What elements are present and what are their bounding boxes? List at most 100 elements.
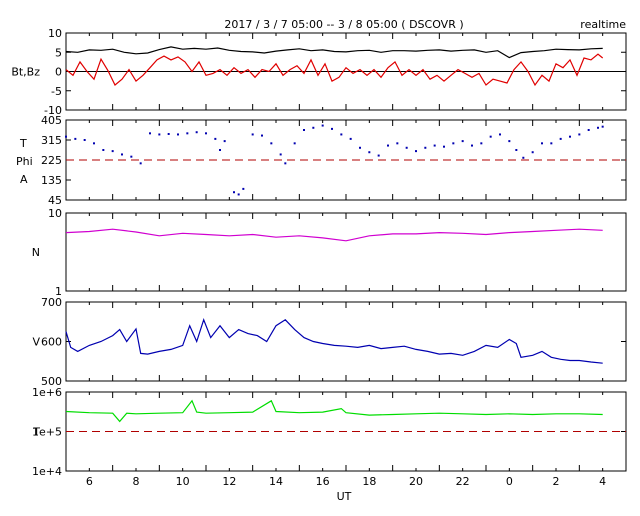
data-point-phi — [214, 137, 217, 140]
data-point-phi — [415, 150, 417, 153]
y-tick-label: 225 — [41, 154, 62, 167]
plot-title: 2017 / 3 / 7 05:00 -- 3 / 8 05:00 ( DSCO… — [224, 18, 463, 31]
panel-3: 10 1 N — [32, 207, 627, 298]
data-point-phi — [396, 142, 399, 145]
y-tick-label: -10 — [44, 104, 62, 117]
series-line-bz — [65, 53, 604, 87]
data-point-phi — [186, 132, 189, 135]
data-point-phi — [559, 137, 562, 140]
panel-frame — [65, 301, 627, 382]
y-tick-label: 700 — [41, 296, 62, 309]
data-point-phi — [424, 146, 427, 149]
data-point-phi — [83, 139, 86, 141]
data-point-phi — [74, 137, 77, 140]
x-tick-label: 2 — [553, 475, 560, 488]
data-point-phi — [499, 133, 501, 136]
data-point-phi — [452, 142, 455, 145]
data-point-phi — [578, 133, 581, 136]
data-point-phi — [489, 135, 492, 138]
data-point-phi — [312, 126, 315, 129]
y-tick-label: 135 — [41, 174, 62, 187]
series-line-speed — [65, 318, 603, 364]
data-point-phi — [597, 126, 599, 129]
data-point-phi — [349, 137, 352, 140]
y-tick-label: 0 — [55, 66, 62, 79]
data-point-phi — [587, 129, 590, 131]
data-point-phi — [293, 142, 296, 145]
data-point-phi — [569, 135, 571, 138]
y-tick-label: 1e+5 — [32, 426, 62, 439]
y-tick-label: 10 — [48, 207, 62, 220]
data-point-phi — [284, 162, 287, 165]
y-tick-label: 10 — [48, 27, 62, 40]
realtime-label: realtime — [580, 18, 626, 31]
data-point-phi — [461, 140, 464, 143]
x-tick-label: 14 — [269, 475, 283, 488]
data-point-phi — [340, 133, 343, 136]
x-tick-label: 22 — [456, 475, 470, 488]
panel-1: 10 5 0 -5 -10 Bt,Bz — [11, 27, 627, 117]
data-point-phi — [359, 146, 361, 149]
y-tick-label: 315 — [41, 134, 62, 147]
y-tick-label: 1e+6 — [32, 386, 62, 399]
data-point-phi — [130, 155, 133, 158]
panel-2: 405 315 225 135 45 T Phi A — [16, 114, 627, 207]
y-axis-label: V — [32, 336, 40, 349]
panel-5: 1e+6 1e+5 1e+4 T — [32, 386, 627, 478]
y-tick-label: -5 — [51, 85, 62, 98]
x-tick-label: 18 — [362, 475, 376, 488]
data-point-phi — [279, 153, 282, 156]
data-point-phi — [195, 131, 198, 134]
data-point-phi — [223, 140, 226, 143]
data-point-phi — [270, 142, 273, 145]
x-tick-label: 4 — [599, 475, 606, 488]
data-point-phi — [433, 144, 436, 147]
y-tick-label: 1 — [55, 285, 62, 298]
data-point-phi — [139, 162, 142, 165]
data-point-phi — [205, 132, 207, 135]
y-axis-label: T — [32, 426, 40, 439]
data-point-phi — [550, 142, 553, 145]
y-tick-label: 5 — [55, 46, 62, 59]
x-axis-label: UT — [337, 490, 352, 503]
panels: 10 5 0 -5 -10 Bt,Bz 405 315 225 135 45 T Phi A 10 1 N 700… — [11, 27, 627, 488]
y-tick-label: 1e+4 — [32, 465, 62, 478]
data-point-phi — [480, 142, 483, 145]
data-point-phi — [158, 133, 161, 136]
data-point-phi — [601, 125, 604, 128]
data-point-phi — [65, 135, 67, 138]
y-axis-label: T — [19, 137, 27, 150]
data-point-phi — [219, 149, 221, 151]
x-tick-label: 16 — [316, 475, 330, 488]
data-point-phi — [177, 133, 179, 136]
data-point-phi — [515, 149, 518, 151]
series-line-temperature — [65, 399, 603, 423]
panel-frame — [65, 212, 627, 292]
data-point-phi — [167, 133, 170, 135]
x-tick-label: 10 — [176, 475, 190, 488]
y-tick-label: 405 — [41, 114, 62, 127]
data-point-phi — [93, 142, 95, 145]
y-axis-label: N — [32, 246, 40, 259]
data-point-phi — [471, 144, 473, 147]
data-point-phi — [233, 191, 235, 194]
data-point-phi — [405, 146, 408, 149]
y-tick-label: 600 — [41, 336, 62, 349]
data-point-phi — [242, 187, 245, 190]
data-point-phi — [387, 144, 389, 147]
data-point-phi — [121, 153, 123, 156]
x-tick-label: 12 — [222, 475, 236, 488]
data-point-phi — [377, 154, 380, 157]
data-point-phi — [541, 142, 543, 145]
data-point-phi — [111, 150, 114, 153]
panel-4: 700 600 500 V — [32, 296, 627, 388]
data-point-phi — [508, 140, 511, 143]
data-point-phi — [531, 151, 534, 154]
data-point-phi — [251, 133, 254, 136]
data-point-phi — [303, 129, 305, 131]
series-line-density — [65, 228, 603, 242]
data-point-phi — [321, 124, 324, 127]
x-tick-label: 20 — [409, 475, 423, 488]
